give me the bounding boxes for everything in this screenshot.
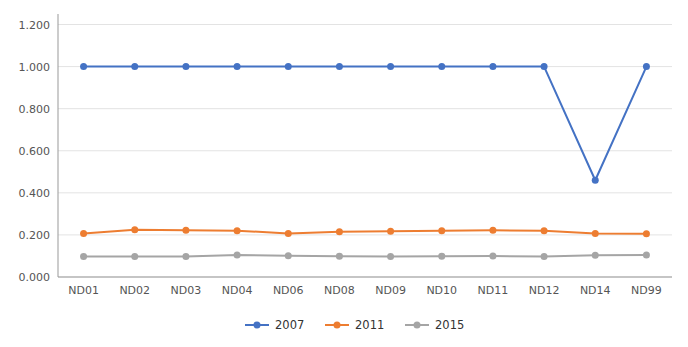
plot-area	[80, 63, 650, 260]
y-tick-label: 0.200	[19, 229, 51, 242]
point	[182, 253, 189, 260]
point	[438, 227, 445, 234]
legend-marker	[254, 322, 261, 329]
x-tick-label: ND08	[324, 284, 355, 297]
x-axis-line	[58, 277, 672, 278]
point	[387, 63, 394, 70]
point	[592, 252, 599, 259]
point	[541, 227, 548, 234]
point	[80, 230, 87, 237]
point	[387, 228, 394, 235]
grid-line	[58, 234, 672, 235]
legend-label: 2015	[435, 318, 464, 332]
y-tick-label: 0.600	[19, 145, 51, 158]
series-line	[84, 230, 647, 234]
x-tick-label: ND12	[529, 284, 560, 297]
point	[234, 63, 241, 70]
point	[643, 251, 650, 258]
point	[131, 63, 138, 70]
point	[285, 230, 292, 237]
x-tick-label: ND06	[273, 284, 304, 297]
point	[234, 251, 241, 258]
legend-label: 2011	[355, 318, 384, 332]
x-tick-label: ND01	[68, 284, 99, 297]
legend-marker	[414, 322, 421, 329]
legend-marker	[334, 322, 341, 329]
y-tick-label: 0.800	[19, 103, 51, 116]
point	[80, 253, 87, 260]
y-axis-line	[58, 14, 59, 277]
point	[643, 63, 650, 70]
point	[489, 63, 496, 70]
point	[541, 253, 548, 260]
x-tick-label: ND02	[119, 284, 150, 297]
point	[387, 253, 394, 260]
y-tick-label: 0.000	[19, 271, 51, 284]
point	[592, 177, 599, 184]
point	[541, 63, 548, 70]
legend-label: 2007	[275, 318, 304, 332]
point	[131, 226, 138, 233]
point	[80, 63, 87, 70]
point	[336, 228, 343, 235]
point	[438, 63, 445, 70]
point	[182, 227, 189, 234]
point	[285, 252, 292, 259]
x-tick-label: ND09	[375, 284, 406, 297]
grid-line	[58, 192, 672, 193]
x-tick-label: ND14	[580, 284, 611, 297]
legend: 2007 2011 2015	[245, 318, 464, 332]
x-tick-label: ND03	[171, 284, 202, 297]
point	[489, 227, 496, 234]
y-tick-label: 1.200	[19, 19, 51, 32]
x-tick-label: ND04	[222, 284, 253, 297]
x-tick-label: ND99	[631, 284, 662, 297]
series-line	[84, 67, 647, 181]
grid-line	[58, 150, 672, 151]
point	[592, 230, 599, 237]
y-tick-label: 0.400	[19, 187, 51, 200]
grid-line	[58, 277, 672, 278]
point	[336, 63, 343, 70]
point	[336, 253, 343, 260]
x-tick-label: ND11	[478, 284, 509, 297]
point	[131, 253, 138, 260]
point	[285, 63, 292, 70]
grid-line	[58, 108, 672, 109]
point	[182, 63, 189, 70]
grid-line	[58, 24, 672, 25]
series-line	[84, 255, 647, 257]
y-tick-label: 1.000	[19, 61, 51, 74]
x-tick-label: ND10	[426, 284, 457, 297]
chart: 0.000 0.200 0.400 0.600 0.800 1.000 1.200 ND01 N…	[0, 0, 688, 347]
point	[643, 230, 650, 237]
point	[489, 252, 496, 259]
point	[234, 227, 241, 234]
point	[438, 253, 445, 260]
